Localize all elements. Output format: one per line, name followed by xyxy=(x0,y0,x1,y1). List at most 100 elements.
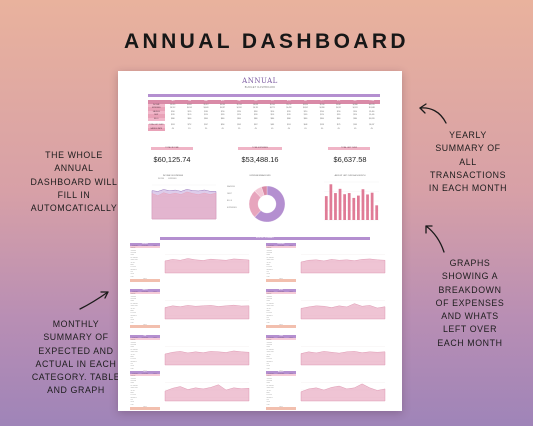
monthly-row-label: INSURANCE xyxy=(266,352,274,354)
monthly-row-label: DEBT xyxy=(266,392,270,394)
monthly-row-label: INSURANCE xyxy=(266,388,274,390)
summary-cell: $210 xyxy=(220,111,225,113)
monthly-row-label: PERSONAL xyxy=(130,361,137,363)
monthly-chart xyxy=(163,247,251,277)
summary-month-header: APR xyxy=(220,101,225,102)
monthly-area xyxy=(164,258,250,274)
monthly-row-label: HEALTH xyxy=(266,354,272,356)
callout-line: EXPECTED AND xyxy=(38,345,114,356)
monthly-table-total: TOTAL xyxy=(266,325,296,328)
monthly-row-label: INSURANCE xyxy=(130,306,138,308)
income-chart-legend: INCOME EXPENSES xyxy=(158,179,177,180)
monthly-table-title: FEBRUARY xyxy=(266,243,296,246)
summary-cell: $5,118 xyxy=(319,104,325,106)
monthly-row-label: TRANSPORT xyxy=(266,303,274,305)
monthly-area xyxy=(164,384,250,402)
summary-cell: $4,312 xyxy=(336,108,342,110)
summary-row-label: DEBT xyxy=(148,114,165,118)
monthly-table-row: INCOME xyxy=(266,294,296,296)
monthly-table-row: UTILITIES xyxy=(266,299,296,301)
summary-cell: $648 xyxy=(303,125,308,127)
summary-cell: $120 xyxy=(187,115,192,117)
summary-table-body: INCOME $5,015 $4,861 $5,207 $4,993 $5,104 $4,8… xyxy=(148,103,380,122)
summary-cell: $4,878 xyxy=(253,104,259,106)
summary-cell: $4,640 xyxy=(203,108,209,110)
summary-cell: $5,207 xyxy=(203,104,209,106)
monthly-area xyxy=(300,351,386,366)
monthly-table-row: GIFTS xyxy=(266,320,296,322)
summary-cell: $1,440 xyxy=(369,115,375,117)
donut-label: DEBT xyxy=(227,193,233,195)
monthly-table-row: HOUSING xyxy=(266,251,296,253)
monthly-table-row: TRANSPORT xyxy=(130,304,160,306)
monthly-table-row: UTILITIES xyxy=(266,345,296,347)
bar-feb xyxy=(329,184,333,220)
summary-row: BILLS $860 $860 $860 $860 $860 $860 $860 $860 $86… xyxy=(148,117,380,122)
monthly-table-row: INCOME xyxy=(266,340,296,342)
monthly-table-row: INSURANCE xyxy=(266,260,296,262)
bars-chart xyxy=(318,180,380,226)
monthly-row-label: PERSONAL xyxy=(266,397,273,399)
callout-line: LEFT OVER xyxy=(442,324,498,335)
summary-cell: $5,015 xyxy=(170,104,176,106)
callout-line: AND GRAPH xyxy=(47,385,105,396)
monthly-row-label: MISC xyxy=(266,404,270,406)
summary-cell: 4% xyxy=(171,128,175,130)
monthly-table-columns: CATEGORY EXPECTED ACTUAL xyxy=(130,338,160,341)
summary-cell: $4,950 xyxy=(303,104,308,106)
monthly-table-total: TOTAL xyxy=(266,407,296,410)
summary-row-label: SAVINGS RATE xyxy=(148,127,165,132)
summary-cell: 4% xyxy=(337,128,340,130)
monthly-row-label: GIFTS xyxy=(266,366,271,368)
monthly-row-label: INSURANCE xyxy=(266,260,274,262)
monthly-table-row: MISC xyxy=(266,405,296,407)
monthly-column-header: ACTUAL xyxy=(152,246,158,247)
monthly-row-label: FOOD xyxy=(130,383,134,385)
monthly-table-columns: CATEGORY EXPECTED ACTUAL xyxy=(130,292,160,295)
monthly-row-label: HEALTH xyxy=(130,390,136,392)
monthly-column-header: ACTUAL xyxy=(288,292,294,293)
callout-line: CATEGORY. TABLE xyxy=(31,372,121,383)
monthly-table-row: SAVINGS xyxy=(130,267,160,269)
monthly-table-row: DEBT xyxy=(266,311,296,313)
monthly-table-row: GIFTS xyxy=(266,274,296,276)
monthly-table-row: MISC xyxy=(266,323,296,325)
monthly-table-row: INCOME xyxy=(266,376,296,378)
monthly-table-row: HEALTH xyxy=(130,309,160,311)
monthly-table-row: SAVINGS xyxy=(130,395,160,397)
monthly-table-row: FOOD xyxy=(130,255,160,257)
monthly-table: AUGUST CATEGORY EXPECTED ACTUAL INCOME HOUSIN… xyxy=(266,371,296,410)
monthly-row-label: PERSONAL xyxy=(266,315,273,317)
monthly-row-label: PERSONAL xyxy=(266,269,273,271)
monthly-table-title: APRIL xyxy=(266,289,296,292)
monthly-row-label: HEALTH xyxy=(266,308,272,310)
monthly-table-row: TRANSPORT xyxy=(266,304,296,306)
monthly-table-row: MISC xyxy=(266,277,296,279)
monthly-table-total: TOTAL xyxy=(130,325,160,328)
monthly-row-label: INCOME xyxy=(130,340,136,342)
monthly-chart xyxy=(299,339,387,369)
summary-cell: $120 xyxy=(204,115,208,117)
monthly-row-label: HOUSING xyxy=(266,342,273,344)
summary-cell: 4% xyxy=(354,128,357,130)
monthly-column-header: EXPECTED xyxy=(141,246,149,247)
monthly-row-label: INSURANCE xyxy=(130,388,138,390)
summary-cell: $567 xyxy=(204,125,208,127)
monthly-row-label: TRANSPORT xyxy=(266,257,274,259)
monthly-table-row: HOUSING xyxy=(130,379,160,381)
monthly-table: JANUARY CATEGORY EXPECTED ACTUAL INCOME HOUSI… xyxy=(130,243,160,282)
monthly-row-label: FOOD xyxy=(266,347,270,349)
monthly-table-total: TOTAL xyxy=(130,279,160,282)
income-chart xyxy=(144,183,218,225)
monthly-table-row: SAVINGS xyxy=(266,313,296,315)
monthly-table: MARCH CATEGORY EXPECTED ACTUAL INCOME HOUSING… xyxy=(130,289,160,328)
monthly-table-row: INSURANCE xyxy=(130,306,160,308)
monthly-row-label: GIFTS xyxy=(266,274,271,276)
monthly-table-row: FOOD xyxy=(130,301,160,303)
callout-line: GRAPHS xyxy=(449,258,491,268)
summary-month-header: FEB xyxy=(187,101,191,102)
summary-row: SAVINGS RATE 4% 5% 3% 4% 5% 4% 4% 4% 4% 4% 4% 4% 4% xyxy=(148,127,380,132)
monthly-table-row: GIFTS xyxy=(266,366,296,368)
monthly-row-label: PERSONAL xyxy=(130,397,137,399)
summary-cell: $860 xyxy=(187,118,192,120)
